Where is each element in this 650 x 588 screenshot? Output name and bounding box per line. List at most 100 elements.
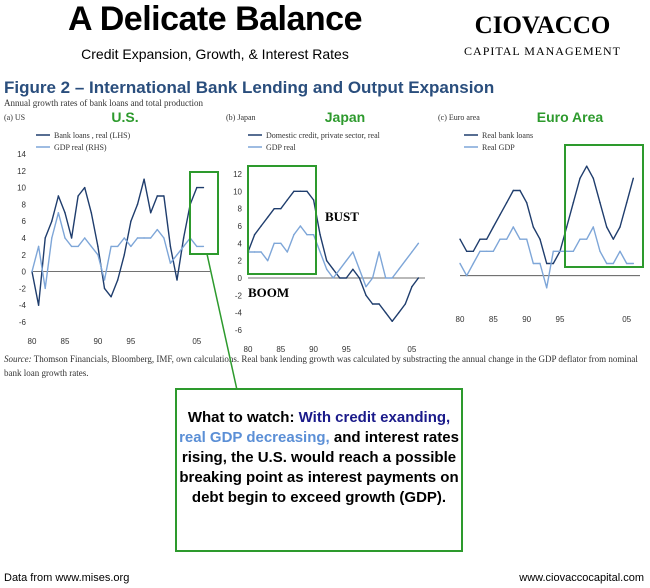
data-point — [196, 245, 198, 248]
data-point — [572, 250, 575, 253]
x-tick-label: 05 — [192, 337, 201, 346]
data-point — [325, 268, 328, 271]
data-point — [143, 237, 145, 239]
callout-conclusion: and interest rates rising, the U.S. woul… — [179, 429, 459, 506]
data-point — [51, 220, 53, 222]
data-point — [398, 268, 400, 271]
x-tick-label: 85 — [489, 315, 498, 324]
data-point — [332, 277, 334, 279]
legend-entry: Real bank loans — [482, 131, 533, 140]
data-point — [312, 199, 315, 201]
data-point — [266, 259, 269, 262]
data-point — [345, 259, 348, 262]
callout-lead: What to watch: — [187, 409, 299, 426]
data-point — [319, 233, 321, 236]
data-point — [525, 238, 528, 240]
data-point — [625, 201, 628, 204]
panel-label: (c) Euro area — [438, 113, 480, 122]
data-point — [57, 212, 60, 214]
data-point — [70, 237, 73, 239]
data-point — [485, 238, 488, 240]
data-point — [358, 268, 361, 271]
data-point — [532, 262, 535, 265]
data-point — [378, 303, 380, 305]
chart-panel-3: (c) Euro area Euro Area 80 85 90 95 05 Real ban… — [438, 109, 644, 324]
data-point — [378, 251, 380, 253]
data-point — [136, 203, 139, 206]
data-point — [202, 245, 205, 248]
data-point — [37, 304, 40, 306]
data-point — [352, 268, 354, 271]
data-point — [306, 233, 308, 236]
data-point — [352, 251, 354, 253]
data-point — [411, 285, 413, 288]
brand-tagline: CAPITAL MANAGEMENT — [464, 44, 621, 58]
data-point — [539, 262, 541, 265]
y-tick-label: 6 — [238, 222, 243, 231]
callout-gdp-text: real GDP decreasing, — [179, 429, 330, 446]
annotation-bust: BUST — [325, 209, 359, 224]
data-point — [64, 237, 66, 239]
data-point — [149, 212, 152, 214]
data-point — [572, 201, 575, 204]
data-point — [176, 254, 178, 256]
data-point — [123, 237, 125, 239]
data-point — [559, 250, 561, 253]
data-point — [579, 177, 581, 180]
data-point — [505, 238, 508, 240]
data-point — [479, 238, 481, 240]
data-point — [90, 212, 93, 214]
data-point — [31, 270, 33, 273]
legend-entry: GDP real — [266, 143, 296, 152]
data-point — [51, 237, 53, 239]
data-point — [117, 279, 119, 281]
data-point — [70, 245, 73, 248]
data-point — [149, 237, 152, 239]
y-tick-label: 8 — [22, 200, 27, 209]
data-point — [345, 277, 348, 279]
data-point — [532, 226, 535, 228]
data-point — [273, 242, 275, 245]
data-point — [539, 238, 541, 240]
data-point — [417, 277, 420, 279]
panel-label: (a) US — [4, 113, 25, 122]
data-point — [398, 311, 400, 314]
data-point — [299, 225, 302, 227]
y-tick-label: 4 — [22, 234, 27, 243]
data-point — [64, 212, 66, 214]
footer-data-source: Data from www.mises.org — [4, 572, 130, 584]
data-point — [592, 177, 595, 180]
data-point — [465, 274, 468, 277]
data-point — [293, 190, 295, 193]
legend-entry: Real GDP — [482, 143, 515, 152]
data-point — [525, 201, 528, 204]
data-point — [459, 238, 461, 240]
data-point — [384, 311, 387, 314]
y-tick-label: -4 — [19, 301, 27, 310]
data-point — [260, 251, 262, 253]
data-point — [163, 195, 165, 197]
data-point — [371, 277, 374, 279]
panel-label: (b) Japan — [226, 113, 256, 122]
data-point — [632, 177, 635, 180]
data-point — [519, 238, 521, 240]
data-point — [136, 237, 139, 239]
data-point — [286, 251, 289, 253]
data-point — [492, 250, 495, 253]
figure-title: Figure 2 – International Bank Lending an… — [4, 78, 495, 97]
data-point — [306, 190, 308, 193]
legend-entry: Bank loans , real (LHS) — [54, 131, 131, 140]
chart-panel-2: (b) Japan Japan -6 -4 -2 0 2 4 6 8 10 12 80 85 90 95 05 D… — [226, 109, 425, 352]
x-tick-label: 90 — [93, 337, 102, 346]
data-point — [182, 245, 185, 248]
data-point — [459, 262, 461, 265]
data-point — [202, 186, 205, 189]
data-point — [273, 207, 275, 210]
x-tick-label: 95 — [126, 337, 135, 346]
data-point — [512, 226, 515, 228]
region-title: U.S. — [111, 109, 138, 125]
data-point — [371, 303, 374, 305]
data-point — [332, 268, 334, 271]
data-point — [299, 190, 302, 193]
data-point — [519, 189, 521, 192]
